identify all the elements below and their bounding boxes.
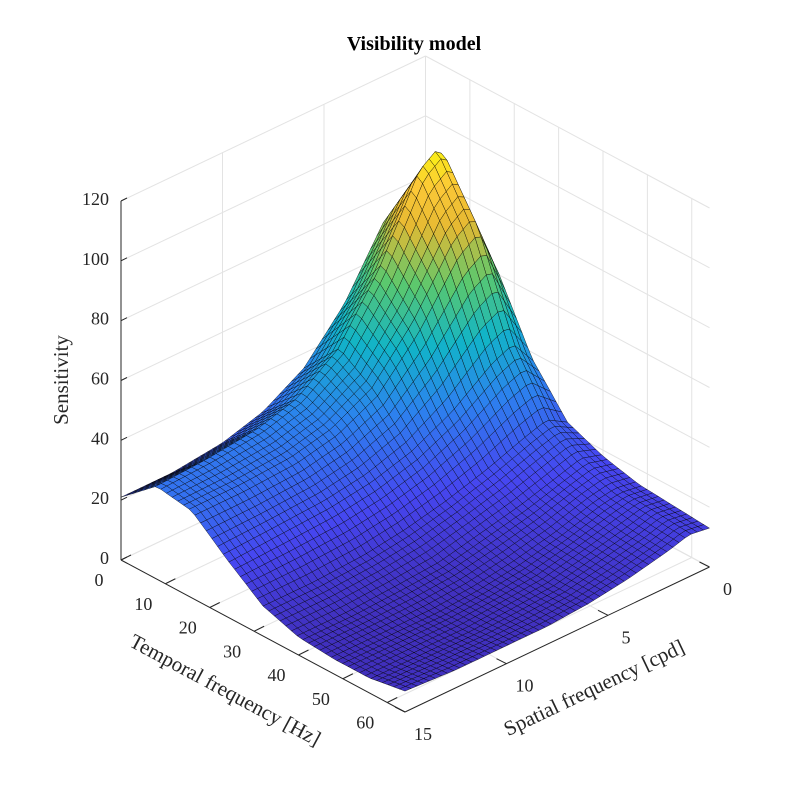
y-axis-line: [404, 566, 710, 713]
z-tick: [120, 377, 128, 381]
grid-line: [425, 115, 710, 269]
y-tick-label: 15: [414, 724, 432, 744]
z-tick-label: 0: [100, 548, 109, 568]
z-tick-label: 20: [91, 488, 109, 508]
axes: [120, 197, 710, 713]
y-tick-label: 10: [516, 676, 534, 696]
y-tick: [496, 658, 507, 665]
y-tick-label: 5: [622, 627, 631, 647]
x-tick: [165, 578, 176, 585]
x-tick-label: 40: [268, 665, 286, 685]
tick-labels: 0 20 40 60 80 100 120 0 10 20 30 40 50 60 0 5 10 15: [82, 189, 732, 744]
y-tick: [699, 561, 710, 568]
z-axis-label: Sensitivity: [49, 335, 73, 425]
surface-patch: [398, 686, 412, 692]
x-axis-line: [120, 559, 406, 713]
x-tick: [209, 602, 220, 608]
z-tick-label: 40: [91, 428, 109, 448]
grid-line: [425, 175, 710, 329]
z-tick: [120, 197, 128, 202]
x-tick-label: 60: [356, 713, 374, 733]
x-tick: [298, 649, 309, 656]
x-tick-label: 0: [95, 570, 104, 590]
x-tick-label: 20: [179, 618, 197, 638]
grid-line: [120, 55, 426, 202]
z-tick: [120, 496, 128, 501]
x-tick: [253, 625, 265, 632]
x-tick: [342, 673, 354, 680]
x-tick-label: 50: [312, 689, 330, 709]
y-tick: [394, 706, 406, 713]
x-tick: [387, 697, 398, 703]
surface: [120, 151, 711, 692]
z-tick: [120, 257, 128, 262]
z-tick-label: 120: [82, 189, 109, 209]
chart-title: Visibility model: [347, 33, 482, 55]
y-tick: [597, 609, 609, 616]
z-tick: [120, 436, 128, 441]
grid-line: [120, 175, 426, 322]
z-tick-label: 100: [82, 249, 109, 269]
y-tick-label: 0: [723, 579, 732, 599]
grid-line: [120, 115, 426, 262]
z-tick: [120, 317, 128, 322]
z-tick-label: 60: [91, 369, 109, 389]
x-tick-label: 30: [223, 641, 241, 661]
x-tick: [120, 554, 132, 561]
z-tick-label: 80: [91, 309, 109, 329]
grid-line: [425, 55, 710, 209]
x-tick-label: 10: [134, 594, 152, 614]
